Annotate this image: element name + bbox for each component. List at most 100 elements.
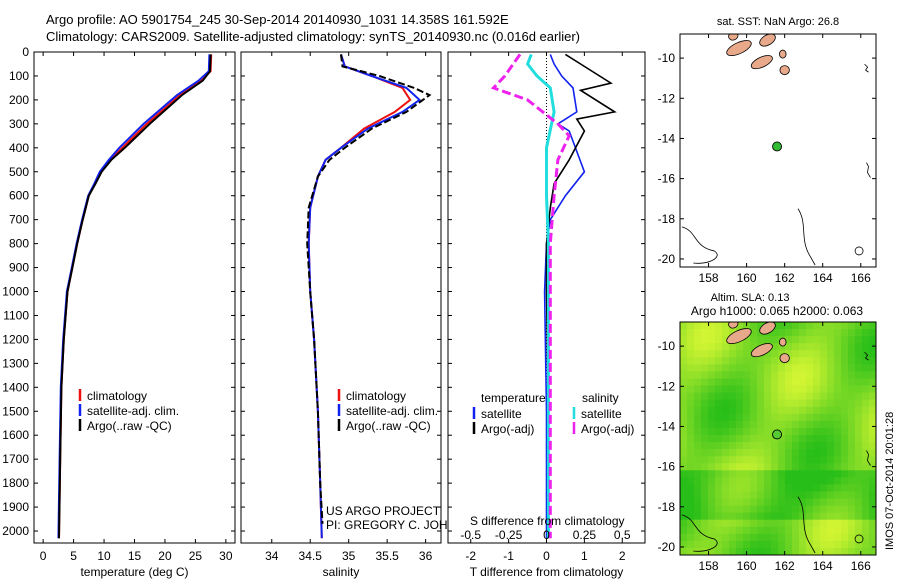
sla-cell — [736, 533, 744, 542]
sla-cell — [680, 329, 688, 337]
sla-cell — [806, 420, 814, 429]
sla-cell — [743, 392, 751, 401]
sla-cell — [715, 547, 723, 555]
sla-cell — [743, 343, 751, 351]
pi-annotation: US ARGO PROJECT — [326, 504, 441, 518]
sla-cell — [813, 449, 821, 457]
sla-cell — [687, 322, 695, 330]
sla-cell — [729, 385, 737, 394]
sla-cell — [841, 435, 849, 443]
sla-cell — [834, 336, 842, 344]
sla-cell — [862, 406, 870, 415]
sla-cell — [715, 385, 723, 394]
sla-cell — [722, 371, 730, 380]
map-x-tick-label: 162 — [775, 271, 795, 285]
contour-line — [797, 208, 816, 266]
sla-cell — [701, 399, 709, 408]
sla-cell — [813, 378, 821, 387]
sla-cell — [771, 547, 779, 555]
sla-cell — [813, 350, 821, 358]
sla-cell — [848, 491, 856, 500]
sla-cell — [820, 449, 828, 457]
sla-cell — [708, 385, 716, 394]
sla-cell — [792, 427, 800, 436]
sla-cell — [862, 378, 870, 387]
sla-cell — [862, 322, 870, 330]
map-y-tick-label: -12 — [658, 379, 676, 393]
x-tick-label: 20 — [158, 549, 172, 563]
sla-cell — [848, 343, 856, 351]
sla-cell — [687, 456, 695, 464]
sla-cell — [701, 463, 709, 471]
sla-cell — [848, 547, 856, 555]
sla-cell — [722, 547, 730, 555]
sla-cell — [799, 357, 807, 365]
sla-cell — [736, 343, 744, 351]
sla-cell — [764, 427, 772, 436]
map-x-tick-label: 158 — [699, 559, 719, 573]
sla-cell — [736, 477, 744, 485]
sla-cell — [729, 484, 737, 493]
sla-cell — [834, 343, 842, 351]
secondary-tick-label: 0 — [543, 528, 550, 542]
contour-line — [797, 496, 816, 554]
sla-cell — [792, 540, 800, 549]
sla-cell — [855, 547, 863, 555]
sla-cell — [834, 329, 842, 337]
sla-cell — [834, 413, 842, 422]
sla-cell — [785, 378, 793, 387]
sla-cell — [701, 420, 709, 429]
secondary-axis-title: S difference from climatology — [470, 514, 625, 528]
sla-cell — [757, 498, 765, 507]
sla-cell — [848, 406, 856, 415]
sla-cell — [729, 505, 737, 514]
map-y-tick-label: -18 — [658, 500, 676, 514]
y-tick-label: 700 — [9, 213, 29, 227]
y-tick-label: 1100 — [3, 308, 29, 322]
sla-cell — [743, 336, 751, 344]
sla-cell — [778, 435, 786, 443]
sla-cell — [729, 491, 737, 500]
sla-cell — [701, 456, 709, 464]
sla-cell — [757, 406, 765, 415]
sla-cell — [778, 392, 786, 401]
sla-cell — [827, 427, 835, 436]
legend-label: climatology — [346, 389, 406, 403]
sla-cell — [827, 420, 835, 429]
x-tick-label: 5 — [70, 549, 77, 563]
sla-cell — [806, 498, 814, 507]
sla-cell — [820, 484, 828, 493]
sla-cell — [778, 498, 786, 507]
sla-cell — [757, 399, 765, 408]
sla-cell — [806, 463, 814, 471]
sla-cell — [687, 343, 695, 351]
sla-cell — [785, 449, 793, 457]
sla-cell — [736, 498, 744, 507]
sla-cell — [708, 547, 716, 555]
sla-cell — [715, 350, 723, 358]
sla-cell — [834, 512, 842, 521]
sla-cell — [736, 519, 744, 528]
sla-cell — [862, 505, 870, 514]
sla-cell — [771, 392, 779, 401]
sla-cell — [687, 420, 695, 429]
sla-cell — [764, 526, 772, 535]
sla-cell — [722, 470, 730, 478]
sla-cell — [729, 512, 737, 521]
legend-label: satellite-adj. clim. — [87, 404, 179, 418]
sla-cell — [764, 385, 772, 394]
y-tick-label: 400 — [9, 141, 29, 155]
sla-cell — [841, 350, 849, 358]
contour-line — [854, 246, 864, 256]
sla-cell — [764, 463, 772, 471]
sla-cell — [694, 491, 702, 500]
sla-cell — [806, 329, 814, 337]
sla-cell — [708, 456, 716, 464]
contour-line — [864, 351, 869, 361]
sla-cell — [694, 413, 702, 422]
sla-cell — [687, 505, 695, 514]
sla-cell — [715, 406, 723, 415]
sla-cell — [722, 420, 730, 429]
sla-cell — [799, 364, 807, 373]
sla-cell — [757, 385, 765, 394]
